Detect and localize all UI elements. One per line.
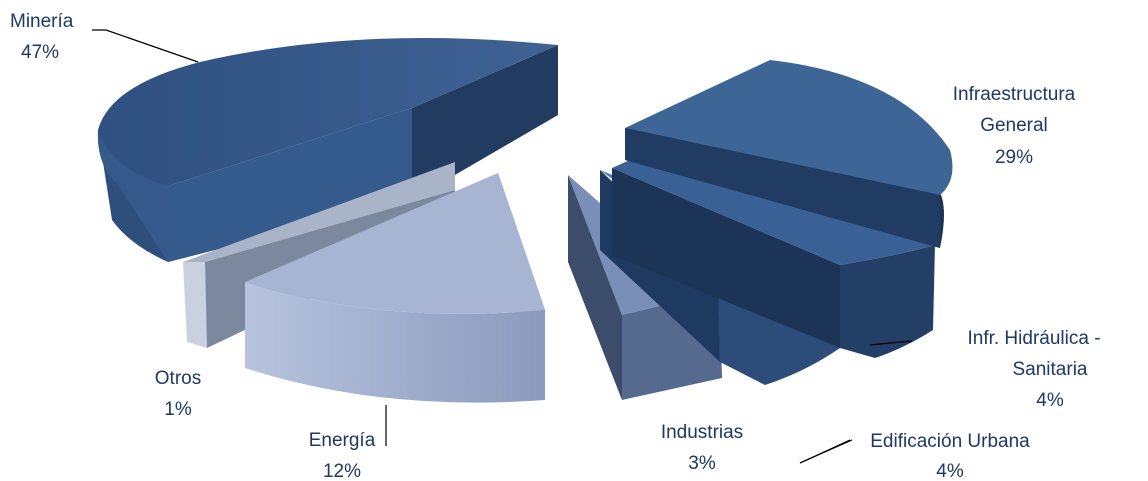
label-energia-value: 12%: [323, 461, 361, 481]
slice-infraestructura[interactable]: [625, 60, 953, 248]
slice-infraestructura-top: [625, 60, 953, 195]
slice-hidraulica-top: [612, 160, 935, 265]
label-edificacion-name: Edificación Urbana: [870, 431, 1030, 452]
leader-hidraulica: [869, 340, 913, 346]
label-hidraulica-line2: Sanitaria: [1013, 359, 1088, 380]
slice-hidraulica-face: [840, 245, 935, 358]
label-mineria-value: 47%: [21, 42, 59, 63]
slice-mineria-cut: [412, 45, 558, 200]
label-hidraulica-value: 4%: [1036, 390, 1064, 411]
slice-energia-top: [245, 173, 545, 314]
label-hidraulica-line1: Infr. Hidráulica -: [967, 328, 1100, 349]
slice-mineria-top-front: [168, 108, 412, 262]
slice-mineria[interactable]: [97, 37, 558, 262]
slice-energia[interactable]: [245, 173, 545, 403]
label-otros-value: 1%: [164, 399, 192, 420]
label-infraestructura-line1: Infraestructura: [953, 84, 1076, 105]
slice-hidraulica[interactable]: [612, 160, 935, 358]
slice-infraestructura-rim: [625, 128, 940, 248]
slice-otros-top: [183, 162, 455, 262]
label-mineria-name: Minería: [10, 11, 74, 32]
slice-mineria-wall: [97, 130, 168, 262]
label-industrias-name: Industrias: [661, 422, 743, 443]
label-infraestructura-line2: General: [980, 115, 1048, 136]
slice-energia-side: [245, 282, 545, 403]
slice-mineria-top: [98, 37, 558, 186]
leader-edificacion-2: [799, 439, 851, 464]
slice-otros-left: [183, 262, 207, 348]
label-industrias-value: 3%: [688, 453, 716, 474]
slice-hidraulica-left: [612, 168, 840, 348]
label-energia-name: Energía: [309, 430, 376, 451]
slice-industrias-left: [568, 175, 622, 400]
label-edificacion-value: 4%: [936, 461, 964, 481]
label-otros-name: Otros: [155, 368, 201, 389]
leader-mineria: [92, 29, 199, 63]
label-infraestructura-value: 29%: [995, 147, 1033, 168]
